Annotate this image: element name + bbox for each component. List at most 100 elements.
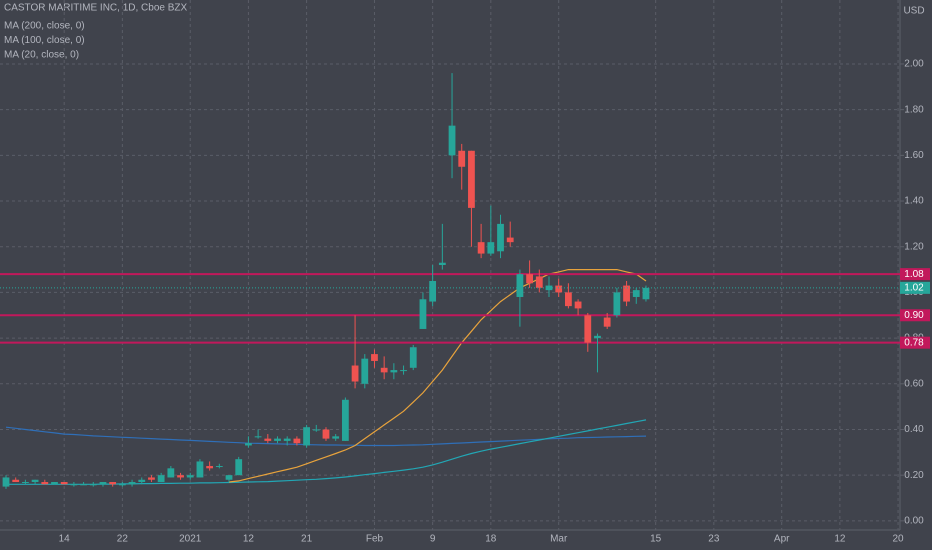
candle-body bbox=[274, 438, 281, 441]
candle-body bbox=[157, 475, 165, 483]
x-tick-label: 14 bbox=[59, 534, 71, 545]
candle-body bbox=[603, 317, 611, 327]
candle-body bbox=[167, 468, 175, 478]
y-tick-label: 1.20 bbox=[904, 241, 924, 252]
y-tick-label: 1.40 bbox=[904, 196, 924, 207]
candle-body bbox=[613, 292, 621, 316]
candle-body bbox=[448, 125, 456, 156]
candle-body bbox=[361, 358, 369, 384]
candle-body bbox=[99, 482, 107, 485]
level-tag bbox=[900, 268, 930, 281]
candle-body bbox=[409, 347, 417, 368]
candle-body bbox=[215, 466, 223, 468]
x-tick-label: Mar bbox=[550, 534, 568, 545]
x-tick-label: 18 bbox=[485, 534, 497, 545]
chart-title: CASTOR MARITIME INC, 1D, Cboe BZX bbox=[4, 3, 188, 14]
last-price-tag bbox=[900, 281, 930, 294]
candle-body bbox=[109, 482, 117, 485]
x-tick-label: 20 bbox=[892, 534, 904, 545]
candle-body bbox=[380, 367, 388, 373]
candle-body bbox=[89, 484, 97, 486]
candle-body bbox=[303, 427, 310, 446]
candle-body bbox=[468, 150, 475, 208]
candle-body bbox=[429, 280, 437, 302]
candle-body bbox=[371, 354, 378, 361]
legend-entry: MA (200, close, 0) bbox=[4, 21, 85, 32]
candle-body bbox=[351, 365, 359, 382]
candle-body bbox=[564, 292, 572, 307]
candle-body bbox=[293, 438, 301, 444]
x-tick-label: 15 bbox=[650, 534, 662, 545]
x-tick-label: 2021 bbox=[179, 534, 202, 545]
candle-body bbox=[477, 242, 485, 254]
candle-body bbox=[245, 443, 252, 446]
candle-body bbox=[419, 299, 427, 329]
y-tick-label: 0.60 bbox=[904, 378, 924, 389]
candle-body bbox=[138, 479, 146, 483]
x-tick-label: 21 bbox=[301, 534, 313, 545]
candle-body bbox=[545, 285, 553, 291]
candle-body bbox=[196, 461, 204, 478]
candle-body bbox=[80, 484, 87, 486]
candle-body bbox=[555, 285, 563, 293]
y-tick-label: 0.40 bbox=[904, 424, 924, 435]
candle-body bbox=[642, 287, 650, 300]
candle-body bbox=[400, 370, 407, 372]
candle-body bbox=[506, 237, 514, 243]
candle-body bbox=[206, 466, 214, 469]
y-tick-label: 1.60 bbox=[904, 150, 924, 161]
x-tick-label: 23 bbox=[708, 534, 720, 545]
candle-body bbox=[70, 484, 78, 486]
candle-body bbox=[516, 274, 524, 297]
candle-body bbox=[177, 475, 184, 478]
candle-body bbox=[526, 274, 533, 284]
candle-body bbox=[332, 436, 340, 439]
candle-body bbox=[283, 438, 291, 441]
candle-body bbox=[186, 475, 194, 478]
level-tag bbox=[900, 336, 930, 349]
candle-body bbox=[632, 290, 640, 297]
candle-body bbox=[225, 475, 233, 480]
candle-body bbox=[254, 436, 262, 438]
y-tick-label: 0.00 bbox=[904, 516, 924, 527]
candle-body bbox=[2, 477, 10, 487]
candle-body bbox=[118, 484, 126, 486]
candle-body bbox=[322, 429, 330, 439]
y-tick-label: 2.00 bbox=[904, 59, 924, 70]
last-price-label: 1.02 bbox=[904, 282, 924, 293]
x-tick-label: 12 bbox=[834, 534, 846, 545]
ma-line bbox=[228, 269, 647, 483]
candle-body bbox=[390, 370, 398, 373]
y-tick-label: 0.20 bbox=[904, 470, 924, 481]
y-unit: USD bbox=[903, 6, 924, 17]
candle-body bbox=[458, 150, 466, 167]
candle-body bbox=[497, 223, 504, 252]
legend-entry: MA (100, close, 0) bbox=[4, 35, 85, 46]
level-label: 1.08 bbox=[904, 269, 924, 280]
candle-body bbox=[438, 262, 446, 265]
candle-body bbox=[148, 477, 155, 480]
candle-body bbox=[341, 399, 349, 441]
x-tick-label: 9 bbox=[430, 534, 436, 545]
candle-body bbox=[264, 438, 272, 441]
candle-body bbox=[574, 301, 582, 309]
y-tick-label: 1.80 bbox=[904, 104, 924, 115]
candle-body bbox=[51, 482, 58, 485]
candle-body bbox=[31, 479, 39, 483]
candle-body bbox=[235, 459, 243, 476]
candle-body bbox=[128, 482, 136, 485]
candle-body bbox=[623, 285, 630, 302]
candle-body bbox=[535, 276, 543, 288]
level-tag bbox=[900, 309, 930, 322]
candle-body bbox=[22, 482, 29, 484]
candle-body bbox=[487, 242, 495, 254]
candle-body bbox=[584, 315, 592, 343]
x-tick-label: 22 bbox=[117, 534, 129, 545]
level-label: 0.78 bbox=[904, 337, 924, 348]
candle-body bbox=[594, 335, 601, 339]
candle-body bbox=[12, 479, 20, 483]
legend-entry: MA (20, close, 0) bbox=[4, 50, 79, 61]
ma-line bbox=[5, 426, 647, 447]
